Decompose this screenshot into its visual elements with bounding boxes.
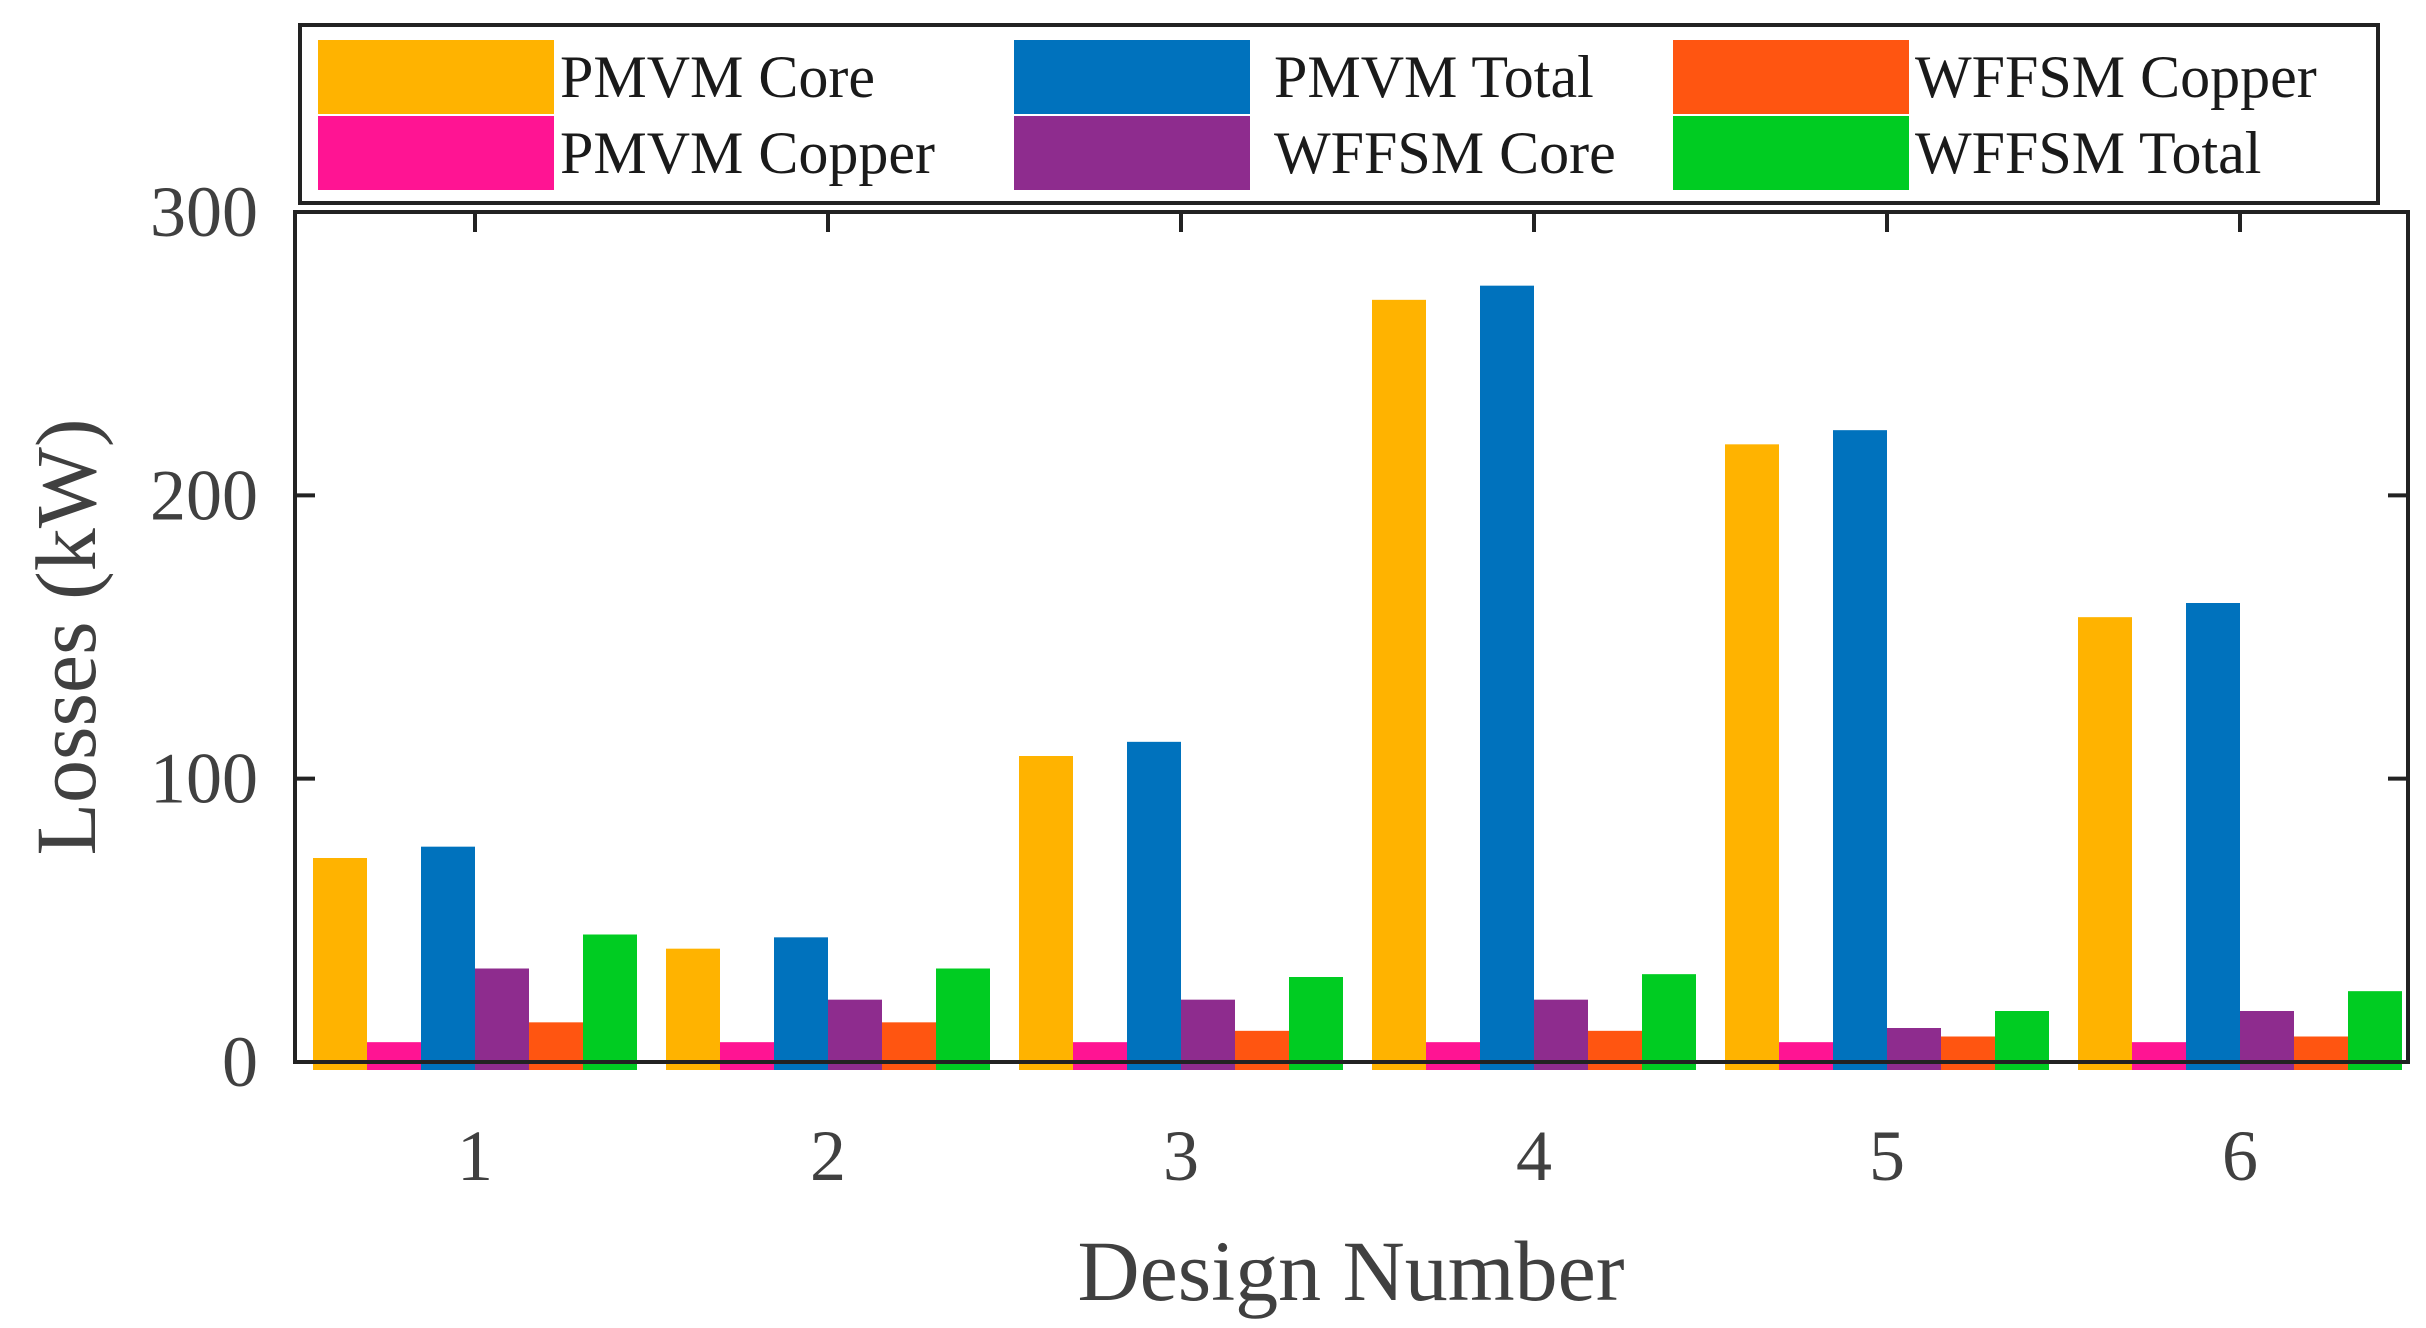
legend-swatch-wffsm-copper — [1673, 40, 1909, 114]
bar-wffsm-copper-design-4 — [1588, 1030, 1642, 1070]
x-tick-labels: 1 2 3 4 5 6 — [457, 1116, 2258, 1196]
bar-pmvm-core-design-2 — [666, 948, 720, 1070]
y-axis-title: Losses (kW) — [18, 418, 114, 855]
bars-group — [313, 285, 2402, 1071]
bar-wffsm-copper-design-6 — [2294, 1036, 2348, 1070]
x-tick-label: 4 — [1516, 1116, 1552, 1196]
bar-pmvm-total-design-6 — [2186, 603, 2240, 1070]
bar-pmvm-copper-design-1 — [367, 1042, 421, 1070]
bar-pmvm-core-design-1 — [313, 858, 367, 1070]
bar-wffsm-copper-design-3 — [1235, 1030, 1289, 1070]
y-tick-label: 100 — [150, 739, 258, 819]
axis-ticks — [295, 210, 2408, 1064]
legend-swatch-wffsm-core — [1014, 116, 1250, 190]
bar-wffsm-core-design-2 — [828, 999, 882, 1070]
legend-label: PMVM Total — [1274, 44, 1594, 110]
x-tick-label: 2 — [810, 1116, 846, 1196]
legend-swatch-pmvm-core — [318, 40, 554, 114]
legend-label: WFFSM Total — [1915, 120, 2261, 186]
x-tick-label: 6 — [2222, 1116, 2258, 1196]
bar-wffsm-total-design-2 — [936, 968, 990, 1070]
y-tick-label: 200 — [150, 455, 258, 535]
legend: PMVM Core PMVM Copper PMVM Total WFFSM Core… — [318, 40, 2317, 190]
bar-pmvm-core-design-5 — [1725, 444, 1779, 1070]
legend-box — [298, 23, 2380, 205]
x-axis-title: Design Number — [1078, 1223, 1625, 1319]
bar-pmvm-total-design-4 — [1480, 285, 1534, 1071]
bar-pmvm-core-design-6 — [2078, 617, 2132, 1070]
legend-label: WFFSM Copper — [1915, 44, 2317, 110]
bar-wffsm-total-design-3 — [1289, 977, 1343, 1070]
x-tick-label: 5 — [1869, 1116, 1905, 1196]
bar-wffsm-core-design-1 — [475, 968, 529, 1070]
bar-wffsm-copper-design-5 — [1941, 1036, 1995, 1070]
bar-pmvm-copper-design-4 — [1426, 1042, 1480, 1070]
bar-wffsm-total-design-4 — [1642, 974, 1696, 1070]
bar-pmvm-total-design-3 — [1127, 741, 1181, 1070]
legend-label: PMVM Core — [560, 44, 875, 110]
bar-pmvm-core-design-3 — [1019, 756, 1073, 1070]
bar-pmvm-copper-design-2 — [720, 1042, 774, 1070]
bar-wffsm-core-design-4 — [1534, 999, 1588, 1070]
legend-label: PMVM Copper — [560, 120, 935, 186]
bar-wffsm-total-design-1 — [583, 934, 637, 1070]
bar-pmvm-total-design-5 — [1833, 430, 1887, 1071]
y-tick-label: 300 — [150, 172, 258, 252]
bar-pmvm-copper-design-3 — [1073, 1042, 1127, 1070]
bar-pmvm-core-design-4 — [1372, 299, 1426, 1070]
x-tick-label: 1 — [457, 1116, 493, 1196]
y-tick-labels: 0 100 200 300 — [150, 172, 258, 1102]
bar-pmvm-total-design-2 — [774, 937, 828, 1070]
legend-swatch-wffsm-total — [1673, 116, 1909, 190]
legend-label: WFFSM Core — [1274, 120, 1616, 186]
legend-swatch-pmvm-total — [1014, 40, 1250, 114]
x-tick-label: 3 — [1163, 1116, 1199, 1196]
bar-pmvm-copper-design-5 — [1779, 1042, 1833, 1070]
legend-swatch-pmvm-copper — [318, 116, 554, 190]
bar-pmvm-total-design-1 — [421, 846, 475, 1070]
bar-wffsm-total-design-6 — [2348, 991, 2402, 1070]
bar-wffsm-core-design-3 — [1181, 999, 1235, 1070]
bar-pmvm-copper-design-6 — [2132, 1042, 2186, 1070]
y-tick-label: 0 — [222, 1022, 258, 1102]
